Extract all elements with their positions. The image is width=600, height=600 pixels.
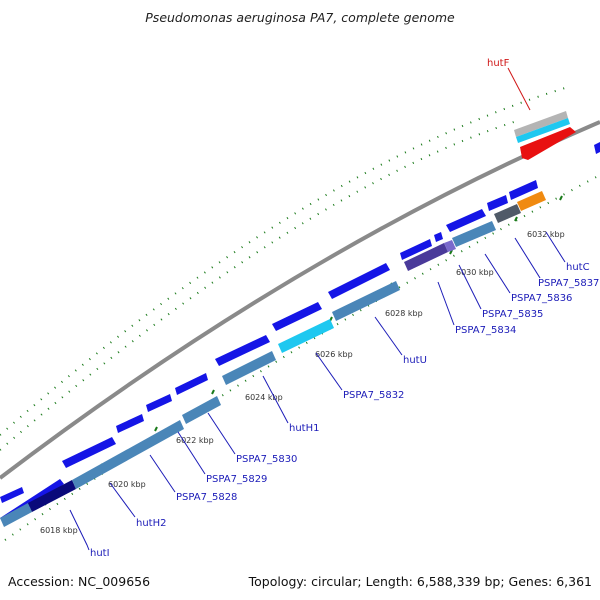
outer-tick-track bbox=[0, 87, 566, 451]
accession-text: Accession: NC_009656 bbox=[8, 574, 151, 589]
gene-reverse[interactable] bbox=[222, 351, 276, 385]
gene-gray[interactable] bbox=[514, 111, 568, 137]
gene-forward[interactable] bbox=[594, 142, 600, 154]
gene-forward[interactable] bbox=[215, 335, 270, 366]
tick-label: 6026 kbp bbox=[315, 350, 353, 359]
gene-label-PSPA7_5837[interactable]: PSPA7_5837 bbox=[538, 278, 599, 289]
gene-reverse[interactable] bbox=[452, 221, 496, 247]
tick-label: 6018 kbp bbox=[40, 526, 78, 535]
gene-forward[interactable] bbox=[0, 487, 24, 503]
gene-label-hutU[interactable]: hutU bbox=[403, 355, 427, 366]
genome-summary-text: Topology: circular; Length: 6,588,339 bp… bbox=[248, 574, 592, 589]
gene-label-PSPA7_5836[interactable]: PSPA7_5836 bbox=[511, 293, 572, 304]
gene-label-hutF[interactable]: hutF bbox=[487, 58, 510, 69]
gene-reverse[interactable] bbox=[182, 396, 221, 424]
tick-label: 6022 kbp bbox=[176, 436, 214, 445]
gene-reverse[interactable] bbox=[278, 319, 334, 353]
genome-backbone bbox=[0, 120, 600, 480]
gene-label-hutH1[interactable]: hutH1 bbox=[289, 423, 319, 434]
gene-reverse[interactable] bbox=[517, 191, 546, 211]
gene-forward[interactable] bbox=[509, 180, 538, 200]
hutF-leader bbox=[507, 67, 531, 111]
map-title: Pseudomonas aeruginosa PA7, complete gen… bbox=[145, 10, 455, 25]
gene-labels[interactable]: hutI hutH2 PSPA7_5828 PSPA7_5829 PSPA7_5… bbox=[90, 58, 599, 559]
gene-red[interactable] bbox=[520, 127, 576, 160]
scale-ticks: 6018 kbp 6020 kbp 6022 kbp 6024 kbp 6026… bbox=[40, 230, 565, 535]
gene-reverse[interactable] bbox=[332, 281, 400, 321]
tick-label: 6024 kbp bbox=[245, 393, 283, 402]
gene-reverse[interactable] bbox=[0, 503, 32, 527]
tick-label: 6028 kbp bbox=[385, 309, 423, 318]
gene-forward[interactable] bbox=[446, 209, 486, 232]
gene-forward[interactable] bbox=[146, 394, 172, 412]
gene-label-hutC[interactable]: hutC bbox=[566, 262, 590, 273]
gene-label-hutI[interactable]: hutI bbox=[90, 548, 110, 559]
gene-forward[interactable] bbox=[400, 239, 432, 260]
gene-reverse[interactable] bbox=[404, 243, 448, 271]
gene-reverse[interactable] bbox=[494, 204, 521, 223]
gene-cyan[interactable] bbox=[516, 118, 570, 143]
gene-forward[interactable] bbox=[487, 195, 508, 211]
tick-label: 6032 kbp bbox=[527, 230, 565, 239]
gene-label-hutH2[interactable]: hutH2 bbox=[136, 518, 166, 529]
gene-label-PSPA7_5828[interactable]: PSPA7_5828 bbox=[176, 492, 237, 503]
gene-forward[interactable] bbox=[116, 414, 144, 433]
gene-label-PSPA7_5830[interactable]: PSPA7_5830 bbox=[236, 454, 297, 465]
inner-tick-track bbox=[4, 174, 600, 541]
tick-label: 6020 kbp bbox=[108, 480, 146, 489]
gene-label-PSPA7_5832[interactable]: PSPA7_5832 bbox=[343, 390, 404, 401]
gene-label-PSPA7_5835[interactable]: PSPA7_5835 bbox=[482, 309, 543, 320]
tick-label: 6030 kbp bbox=[456, 268, 494, 277]
gene-forward[interactable] bbox=[434, 232, 443, 242]
gene-reverse[interactable] bbox=[28, 480, 76, 512]
gene-reverse[interactable] bbox=[444, 240, 456, 252]
gene-label-PSPA7_5829[interactable]: PSPA7_5829 bbox=[206, 474, 267, 485]
gene-reverse[interactable] bbox=[72, 420, 184, 489]
gene-forward[interactable] bbox=[62, 437, 116, 468]
label-leaders bbox=[69, 231, 566, 551]
gene-forward[interactable] bbox=[272, 302, 322, 331]
gene-forward[interactable] bbox=[328, 263, 390, 299]
reverse-strand[interactable] bbox=[0, 191, 546, 527]
gene-forward[interactable] bbox=[175, 373, 208, 395]
gene-label-PSPA7_5834[interactable]: PSPA7_5834 bbox=[455, 325, 516, 336]
hutF-track[interactable] bbox=[507, 67, 576, 160]
